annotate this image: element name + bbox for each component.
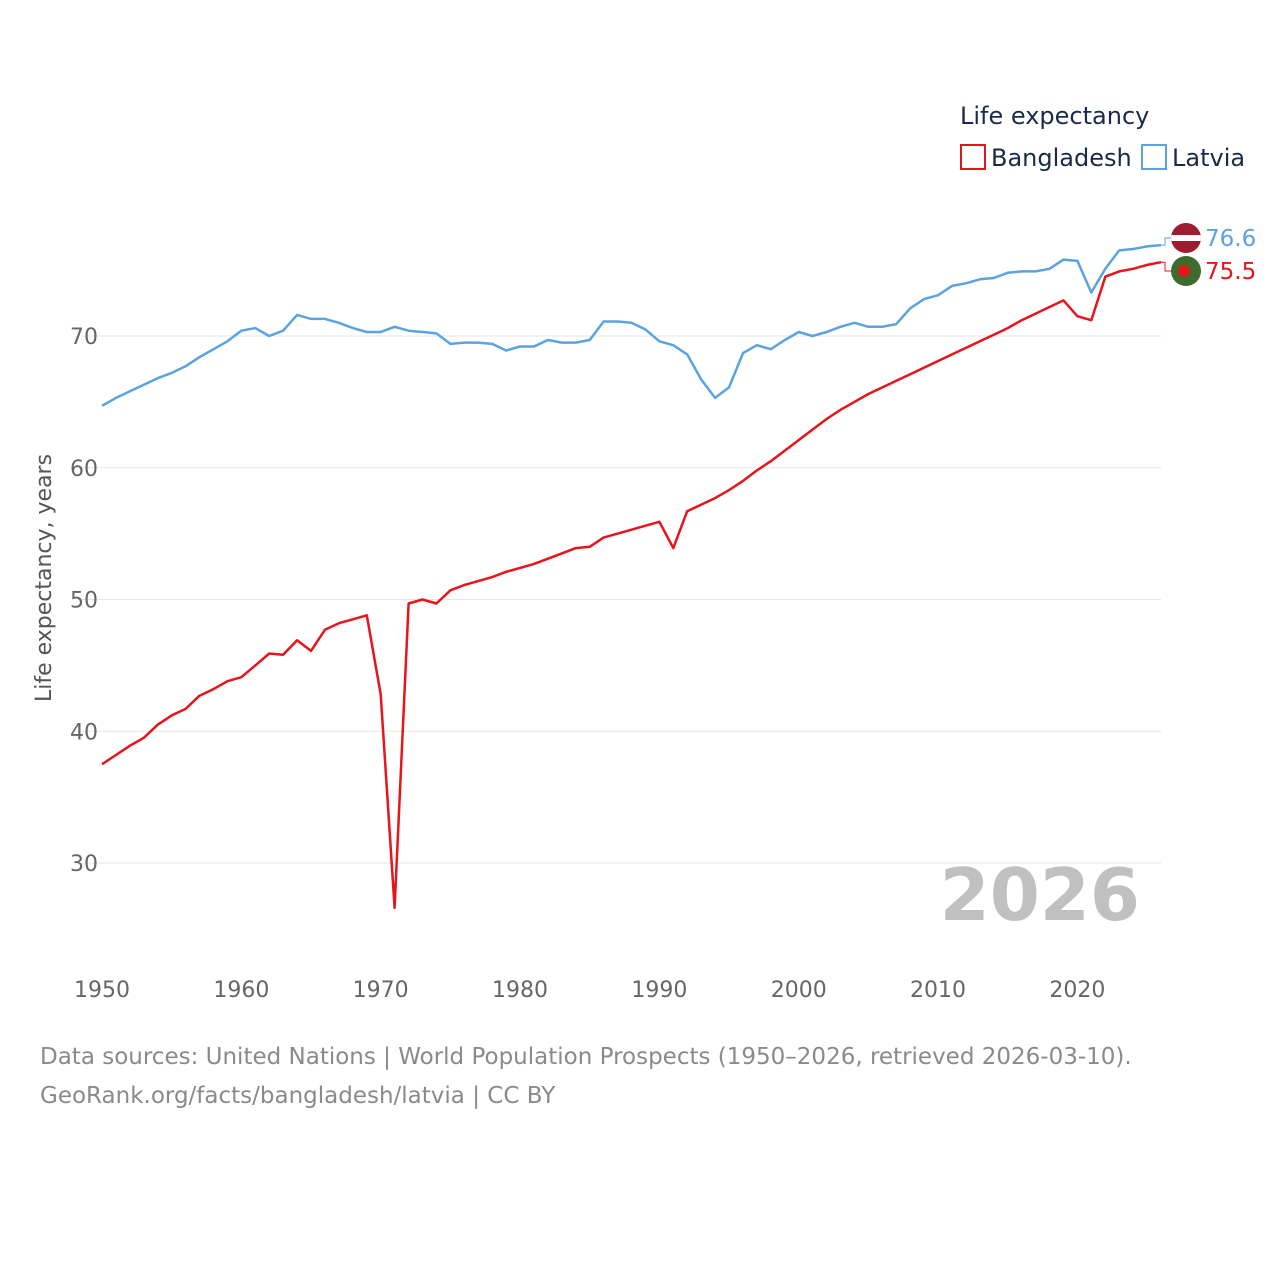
y-tick-label: 60	[70, 457, 98, 482]
x-axis-ticks: 1950 1960 1970 1980 1990 2000 2010 2020	[74, 978, 1105, 1003]
series-line-bangladesh[interactable]	[101, 260, 1162, 910]
footer-sources: Data sources: United Nations | World Pop…	[40, 1044, 1132, 1070]
legend: Life expectancy Bangladesh Latvia	[960, 102, 1245, 172]
legend-label-latvia: Latvia	[1172, 144, 1245, 172]
gridlines	[82, 335, 1161, 864]
bangladesh-flag-icon	[1171, 256, 1201, 286]
y-tick-label: 50	[70, 589, 98, 614]
x-tick-label: 1970	[353, 978, 409, 1003]
end-label-latvia: 76.6	[1205, 226, 1256, 252]
current-year-watermark: 2026	[940, 853, 1140, 937]
x-tick-label: 2020	[1049, 978, 1105, 1003]
footer-attribution: GeoRank.org/facts/bangladesh/latvia | CC…	[40, 1083, 556, 1109]
y-axis-label: Life expectancy, years	[32, 454, 57, 702]
series-line-latvia[interactable]	[101, 243, 1162, 407]
y-axis-ticks: 30 40 50 60 70	[70, 325, 98, 877]
x-tick-label: 1960	[213, 978, 269, 1003]
y-tick-label: 30	[70, 852, 98, 877]
legend-title: Life expectancy	[960, 102, 1149, 130]
x-tick-label: 2010	[910, 978, 966, 1003]
end-connector-latvia	[1161, 237, 1174, 246]
x-tick-label: 1990	[631, 978, 687, 1003]
end-connector-bangladesh	[1161, 261, 1174, 272]
series-end-markers: 75.5 76.6	[1161, 223, 1256, 286]
x-tick-label: 1980	[492, 978, 548, 1003]
series-lines	[101, 243, 1162, 910]
end-label-bangladesh: 75.5	[1205, 259, 1256, 285]
legend-label-bangladesh: Bangladesh	[991, 144, 1132, 172]
life-expectancy-chart: 30 40 50 60 70 1950 1960 1970 1980 1990 2000 2010 2…	[32, 102, 1256, 1003]
x-tick-label: 2000	[771, 978, 827, 1003]
x-tick-label: 1950	[74, 978, 130, 1003]
legend-item-latvia[interactable]: Latvia	[1141, 144, 1245, 172]
latvia-flag-icon	[1171, 223, 1201, 253]
legend-swatch-bangladesh	[960, 144, 986, 170]
legend-swatch-latvia	[1141, 144, 1167, 170]
legend-item-bangladesh[interactable]: Bangladesh	[960, 144, 1132, 172]
y-tick-label: 70	[70, 325, 98, 350]
y-tick-label: 40	[70, 720, 98, 745]
